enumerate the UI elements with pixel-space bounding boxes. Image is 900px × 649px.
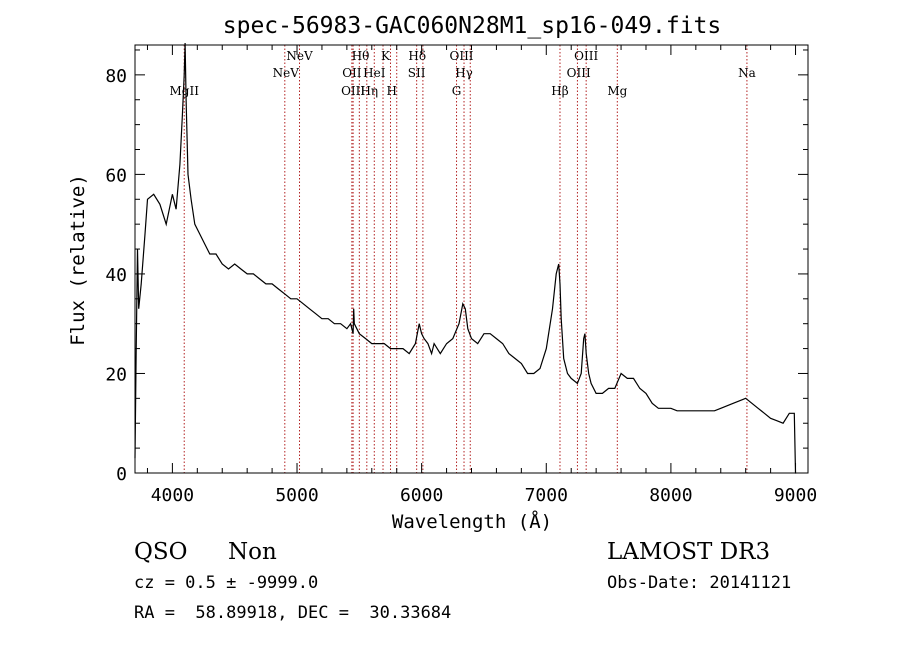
y-tick-label: 60 [105, 165, 127, 186]
emission-line-label: HeI [363, 66, 386, 80]
emission-line-label: G [452, 84, 462, 98]
x-tick-label: 8000 [649, 485, 692, 506]
emission-line-label: Hθ [352, 49, 370, 63]
emission-line-label: OIII [574, 49, 598, 63]
emission-line-label: Hη [360, 84, 378, 98]
survey-name: LAMOST DR3 [607, 539, 771, 565]
x-tick-label: 7000 [525, 485, 568, 506]
chart-title: spec-56983-GAC060N28M1_sp16-049.fits [223, 13, 722, 39]
y-axis-label: Flux (relative) [67, 174, 89, 346]
object-subclass: Non [228, 539, 277, 565]
emission-line-label: OIII [341, 84, 365, 98]
emission-line-label: MgII [170, 84, 200, 98]
emission-line-label: OII [342, 66, 362, 80]
x-tick-label: 4000 [151, 485, 194, 506]
observation-date: Obs-Date: 20141121 [607, 573, 792, 593]
emission-line-label: H [387, 84, 397, 98]
y-tick-label: 20 [105, 364, 127, 385]
emission-line-label: Hγ [455, 66, 473, 80]
emission-line-label: OIII [449, 49, 473, 63]
y-tick-label: 40 [105, 265, 127, 286]
y-tick-label: 80 [105, 66, 127, 87]
emission-line-label: Hβ [551, 84, 568, 98]
object-class: QSO [134, 539, 188, 565]
emission-line-label: Na [738, 66, 756, 80]
x-tick-label: 6000 [400, 485, 443, 506]
emission-line-labels: MgII NeV NeV OII OIII Hθ Hη HeI K H Hδ SII OIII Hγ G OI… [170, 49, 756, 98]
emission-line-label: NeV [286, 49, 313, 63]
emission-line-label: SII [408, 66, 426, 80]
spectrum-line [134, 42, 797, 474]
x-tick-label: 5000 [275, 485, 318, 506]
emission-line-label: NeV [273, 66, 300, 80]
plot-frame [134, 44, 809, 474]
emission-line-label: Mg [607, 84, 627, 98]
redshift-cz: cz = 0.5 ± -9999.0 [134, 573, 319, 593]
emission-line-markers [183, 45, 748, 473]
y-axis-ticks: 0 20 40 60 80 [105, 49, 808, 485]
x-axis-ticks: 4000 5000 6000 7000 8000 9000 [146, 45, 817, 506]
emission-line-label: K [381, 49, 391, 63]
y-tick-label: 0 [116, 464, 127, 485]
coordinates: RA = 58.89918, DEC = 30.33684 [134, 603, 452, 623]
emission-line-label: OIII [567, 66, 591, 80]
x-axis-label: Wavelength (Å) [392, 510, 552, 533]
x-tick-label: 9000 [774, 485, 817, 506]
emission-line-label: Hδ [408, 49, 426, 63]
